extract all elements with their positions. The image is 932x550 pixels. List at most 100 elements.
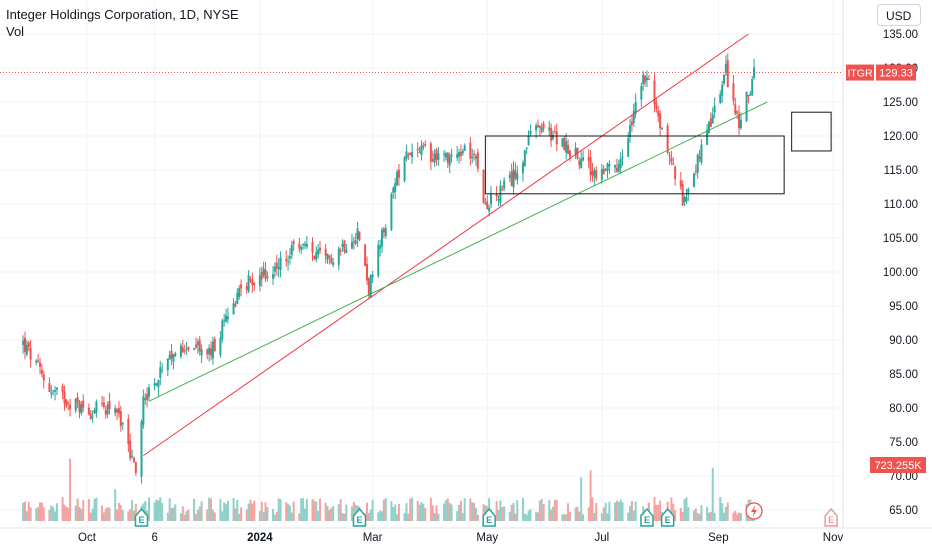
candle-body (459, 151, 462, 156)
volume-bar (114, 489, 117, 521)
volume-bar (365, 502, 368, 521)
candle-body (142, 396, 145, 425)
volume-bar (106, 507, 109, 521)
candle-body (390, 194, 393, 230)
volume-bar (563, 514, 566, 521)
volume-bar (183, 514, 186, 521)
volume-bar (367, 513, 370, 521)
volume-bar (614, 502, 617, 521)
volume-bar (352, 501, 355, 521)
trend-line-green[interactable] (148, 101, 768, 402)
earnings-marker[interactable]: E (640, 507, 654, 527)
volume-bar (683, 499, 686, 521)
volume-bar (25, 511, 28, 521)
volume-bar (444, 500, 447, 521)
volume-bar (272, 509, 275, 521)
candle-body (482, 169, 485, 203)
candle-body (69, 404, 72, 410)
svg-text:E: E (665, 515, 671, 525)
volume-bar (166, 512, 169, 521)
volume-bar (317, 510, 320, 521)
volume-bar (501, 507, 504, 521)
volume-bar (206, 509, 209, 521)
earnings-marker[interactable]: E (660, 507, 675, 527)
candle-body (55, 387, 58, 390)
candle-body (134, 462, 137, 473)
volume-bar (345, 504, 348, 521)
volume-bar (538, 500, 541, 521)
candle-body (474, 155, 477, 159)
volume-bar (608, 501, 611, 521)
volume-bar (672, 503, 675, 521)
trend-line-red[interactable] (143, 33, 749, 457)
currency-button[interactable]: USD (877, 4, 921, 26)
candle-body (155, 383, 158, 385)
volume-bar (144, 501, 147, 521)
candle-body (615, 167, 618, 172)
volume-bar (681, 512, 684, 521)
candle-body (463, 145, 466, 151)
candle-body (469, 142, 472, 159)
candle-body (287, 261, 290, 263)
volume-bar (300, 498, 303, 521)
volume-bar (580, 477, 583, 521)
volume-bar (104, 508, 107, 521)
range-rectangle[interactable] (484, 135, 785, 195)
volume-bar (403, 512, 406, 521)
candle-body (431, 159, 434, 162)
volume-bar (23, 501, 26, 521)
candle-body (668, 155, 671, 157)
candle-body (223, 320, 226, 322)
volume-bar (127, 511, 130, 521)
candle-body (446, 152, 449, 164)
candle-body (194, 344, 197, 348)
candle-body (210, 348, 213, 356)
range-rectangle[interactable] (791, 111, 832, 152)
candle-body (433, 153, 436, 163)
volume-bar (527, 510, 530, 521)
candle-body (300, 247, 303, 250)
earnings-marker[interactable]: E (352, 507, 367, 527)
volume-bar (679, 507, 682, 521)
candle-body (129, 440, 132, 459)
ticker-badge-label: ITGR (847, 68, 872, 80)
volume-bar (499, 500, 502, 521)
candle-body (719, 94, 722, 103)
candle-body (527, 135, 530, 146)
candle-body (25, 344, 28, 355)
candle-body (495, 193, 498, 197)
candle-body (396, 171, 399, 185)
candle-body (458, 152, 461, 157)
price-badges: ITGR 129.33 723.255K (846, 64, 926, 473)
candle-body (565, 140, 568, 153)
volume-bar (187, 509, 190, 521)
candle-body (168, 354, 171, 360)
candle-body (587, 156, 590, 162)
volume-bar (319, 498, 322, 521)
lightning-icon[interactable] (745, 502, 763, 520)
volume-bar (275, 511, 278, 521)
earnings-marker[interactable]: E (824, 507, 838, 527)
candle-body (397, 169, 400, 178)
volume-bar (174, 504, 177, 521)
candle-body (258, 275, 261, 286)
volume-bar (411, 497, 414, 521)
volume-bar (35, 508, 38, 521)
candle-body (555, 131, 558, 145)
candle-body (82, 400, 85, 408)
earnings-marker[interactable]: E (482, 507, 496, 527)
price-tick-label: 125.00 (883, 97, 918, 109)
volume-bar (550, 509, 553, 521)
volume-bar (469, 498, 472, 521)
candle-body (101, 403, 104, 405)
candle-body (303, 243, 306, 246)
volume-bar (311, 499, 314, 521)
candle-body (751, 79, 754, 95)
candle-body (382, 228, 385, 233)
candle-body (365, 264, 368, 281)
candle-body (119, 411, 122, 427)
candle-body (461, 150, 464, 154)
volume-bar (459, 500, 462, 521)
earnings-marker[interactable]: E (134, 507, 149, 527)
